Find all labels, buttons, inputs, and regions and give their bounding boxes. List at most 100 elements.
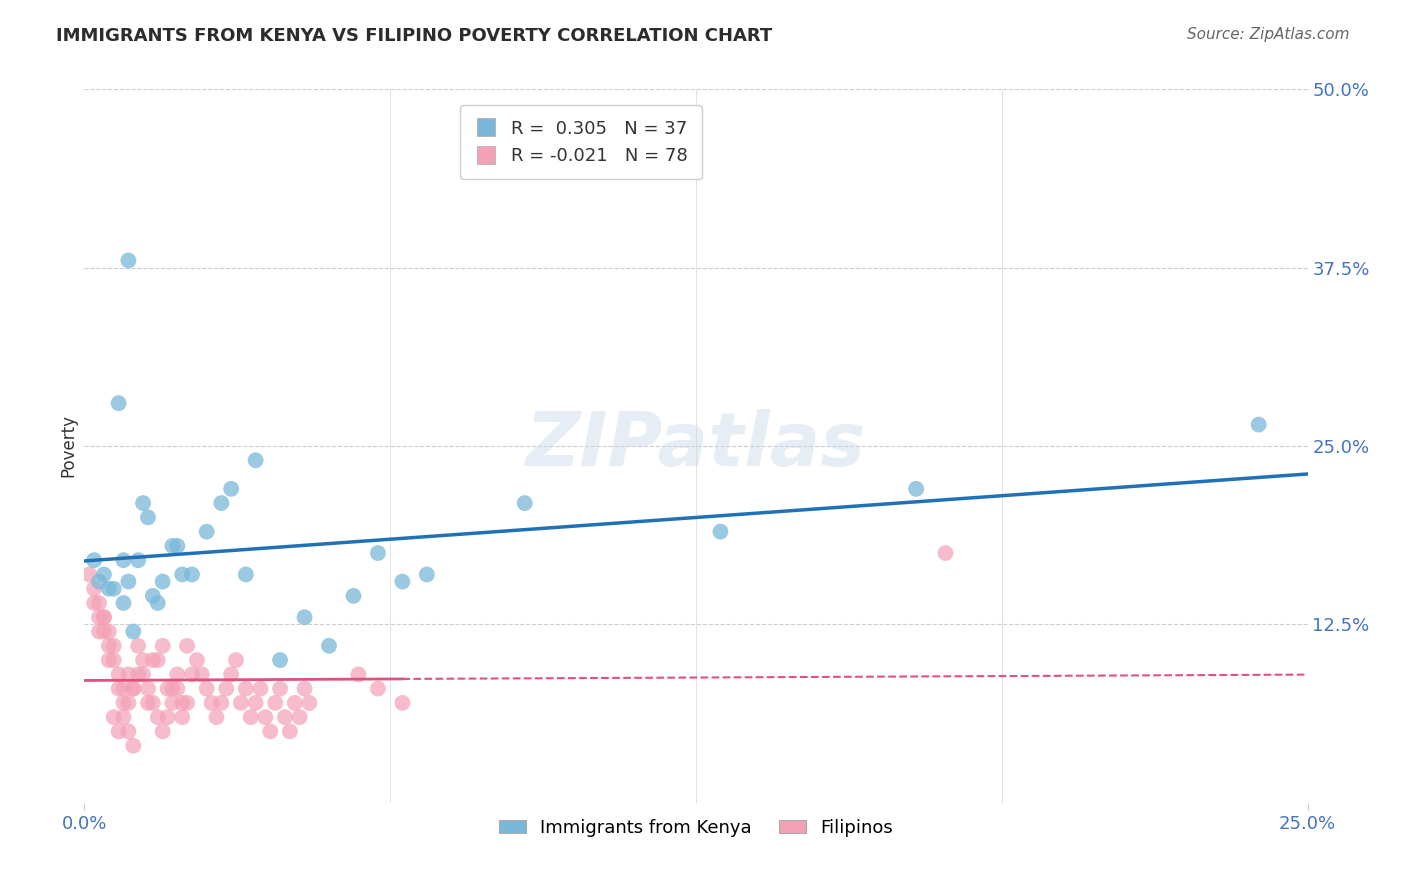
Point <box>146 653 169 667</box>
Point <box>195 524 218 539</box>
Point <box>142 589 165 603</box>
Point <box>152 639 174 653</box>
Point <box>132 667 155 681</box>
Point <box>122 681 145 696</box>
Point <box>122 624 145 639</box>
Point <box>1247 417 1270 432</box>
Point <box>93 610 115 624</box>
Point <box>172 710 194 724</box>
Point <box>87 596 110 610</box>
Point <box>83 553 105 567</box>
Point <box>172 696 194 710</box>
Point <box>342 589 364 603</box>
Point <box>146 596 169 610</box>
Point <box>235 567 257 582</box>
Point <box>347 667 370 681</box>
Point <box>97 653 120 667</box>
Point <box>156 710 179 724</box>
Point <box>97 624 120 639</box>
Point <box>93 567 115 582</box>
Point <box>195 681 218 696</box>
Point <box>513 496 536 510</box>
Point <box>156 681 179 696</box>
Point <box>117 667 139 681</box>
Point <box>127 667 149 681</box>
Point <box>103 639 125 653</box>
Point <box>391 574 413 589</box>
Point <box>288 710 311 724</box>
Point <box>186 653 208 667</box>
Point <box>269 653 291 667</box>
Point <box>294 681 316 696</box>
Point <box>152 574 174 589</box>
Point <box>294 610 316 624</box>
Point <box>142 696 165 710</box>
Point <box>166 539 188 553</box>
Point <box>83 596 105 610</box>
Legend: Immigrants from Kenya, Filipinos: Immigrants from Kenya, Filipinos <box>492 812 900 844</box>
Point <box>162 539 184 553</box>
Text: Source: ZipAtlas.com: Source: ZipAtlas.com <box>1187 27 1350 42</box>
Point <box>122 739 145 753</box>
Point <box>367 546 389 560</box>
Point <box>152 724 174 739</box>
Point <box>278 724 301 739</box>
Point <box>219 482 242 496</box>
Point <box>176 696 198 710</box>
Point <box>367 681 389 696</box>
Point <box>132 496 155 510</box>
Point <box>107 681 129 696</box>
Point <box>127 639 149 653</box>
Point <box>235 681 257 696</box>
Point <box>107 396 129 410</box>
Point <box>127 553 149 567</box>
Point <box>97 639 120 653</box>
Point <box>103 710 125 724</box>
Point <box>103 653 125 667</box>
Point <box>254 710 277 724</box>
Point <box>122 681 145 696</box>
Point <box>97 582 120 596</box>
Point <box>93 624 115 639</box>
Point <box>112 681 135 696</box>
Point <box>117 253 139 268</box>
Point <box>318 639 340 653</box>
Point <box>269 681 291 696</box>
Point <box>905 482 928 496</box>
Point <box>200 696 222 710</box>
Point <box>112 710 135 724</box>
Point <box>245 453 267 467</box>
Point <box>136 510 159 524</box>
Point <box>77 567 100 582</box>
Point <box>107 667 129 681</box>
Point <box>146 710 169 724</box>
Text: ZIPatlas: ZIPatlas <box>526 409 866 483</box>
Point <box>172 567 194 582</box>
Point <box>934 546 956 560</box>
Point <box>136 681 159 696</box>
Point <box>112 596 135 610</box>
Point <box>709 524 731 539</box>
Point <box>87 610 110 624</box>
Point <box>83 582 105 596</box>
Point <box>264 696 287 710</box>
Point <box>117 696 139 710</box>
Point <box>215 681 238 696</box>
Point <box>245 696 267 710</box>
Point <box>166 667 188 681</box>
Point <box>284 696 307 710</box>
Point <box>416 567 439 582</box>
Point <box>191 667 214 681</box>
Point <box>209 496 232 510</box>
Point <box>132 653 155 667</box>
Point <box>219 667 242 681</box>
Point <box>229 696 252 710</box>
Point <box>181 667 204 681</box>
Point <box>205 710 228 724</box>
Point <box>249 681 271 696</box>
Point <box>87 574 110 589</box>
Point <box>274 710 297 724</box>
Point <box>117 724 139 739</box>
Text: IMMIGRANTS FROM KENYA VS FILIPINO POVERTY CORRELATION CHART: IMMIGRANTS FROM KENYA VS FILIPINO POVERT… <box>56 27 772 45</box>
Point <box>162 696 184 710</box>
